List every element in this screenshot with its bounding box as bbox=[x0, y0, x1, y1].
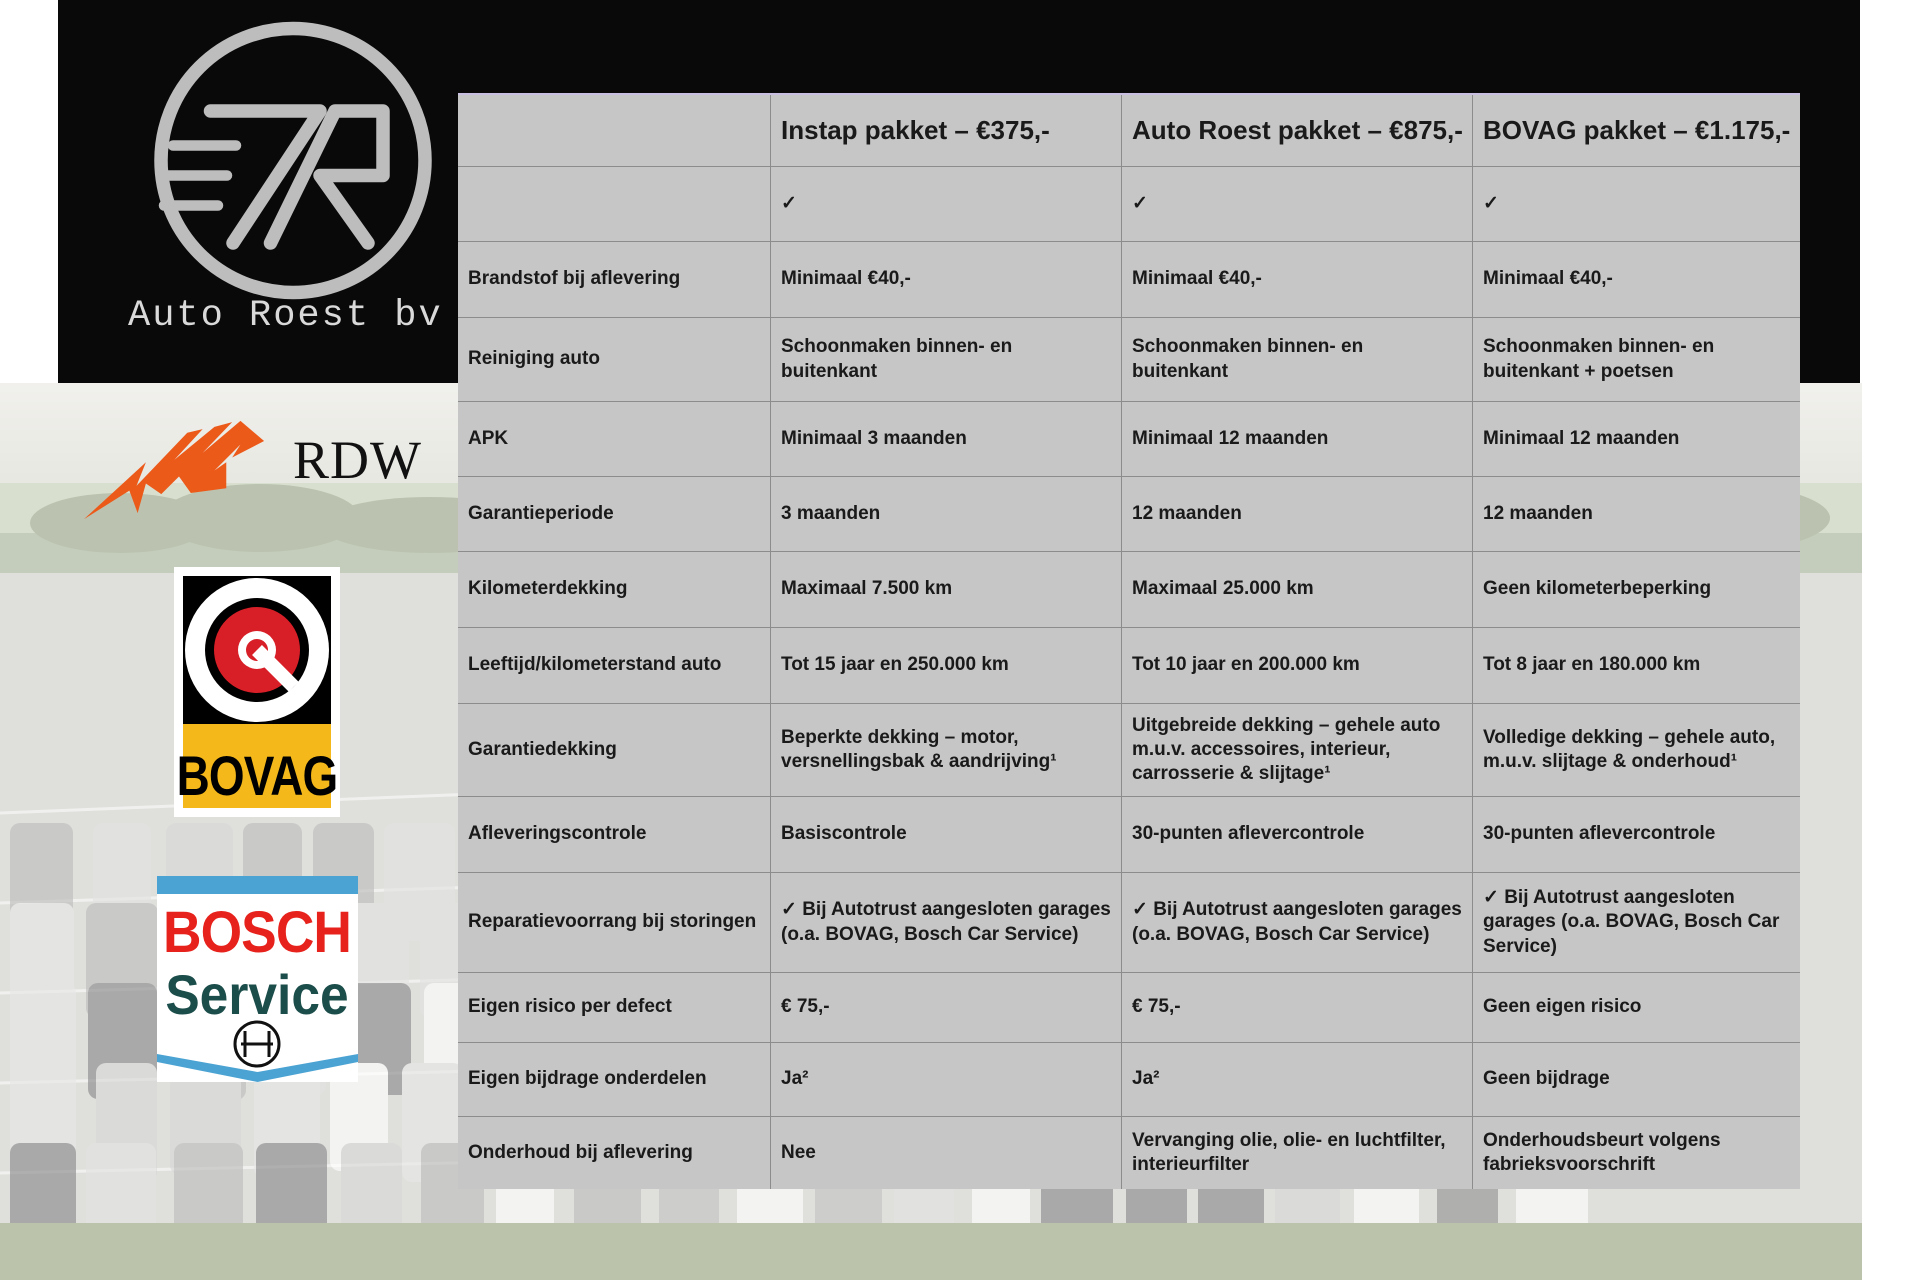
svg-text:BOSCH: BOSCH bbox=[163, 900, 351, 965]
svg-text:BOVAG: BOVAG bbox=[177, 745, 338, 807]
svg-text:Service: Service bbox=[165, 964, 348, 1026]
